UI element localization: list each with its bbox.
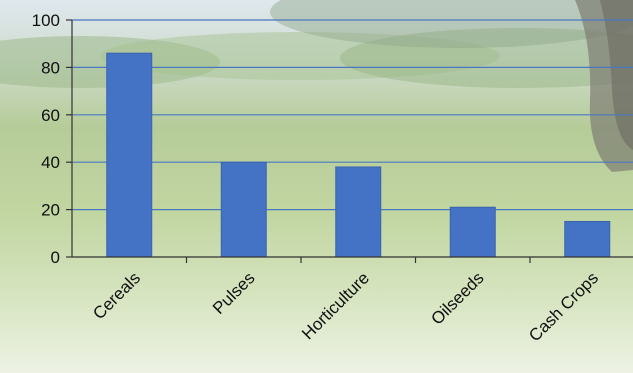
y-tick-label: 80 — [41, 58, 60, 77]
x-category-label: Pulses — [209, 268, 259, 318]
y-tick-label: 20 — [41, 201, 60, 220]
bar-oilseeds — [449, 206, 496, 258]
y-tick-label: 0 — [51, 248, 60, 267]
y-tick-label: 100 — [32, 11, 60, 30]
gridlines — [72, 19, 633, 211]
x-category-label: Horticulture — [298, 268, 373, 343]
x-category-label: Cereals — [89, 268, 144, 323]
y-tick-label: 60 — [41, 106, 60, 125]
background-scenery — [0, 0, 633, 172]
y-tick-label: 40 — [41, 153, 60, 172]
bar-cash-crops — [564, 220, 611, 258]
x-category-label: Cash Crops — [525, 268, 602, 345]
bar-pulses — [220, 161, 267, 258]
x-category-label: Oilseeds — [427, 268, 487, 328]
axes — [66, 19, 633, 263]
bars — [106, 52, 611, 258]
bar-horticulture — [335, 166, 382, 258]
bar-cereals — [106, 52, 153, 258]
